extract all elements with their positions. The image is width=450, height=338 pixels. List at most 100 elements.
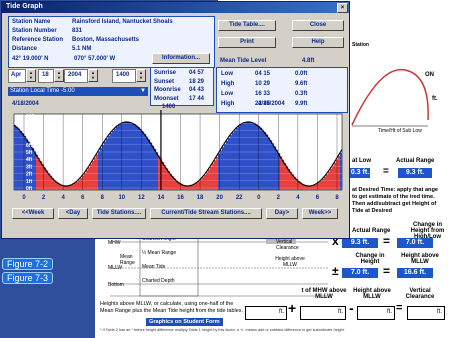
tide-time: 10 29 xyxy=(255,81,271,87)
value: 4.8ft xyxy=(302,58,315,64)
tide-fill xyxy=(210,166,213,190)
diagram-label: Vertical Clearance xyxy=(276,239,299,251)
label: Height above MLLW xyxy=(353,288,391,300)
tide-fill xyxy=(22,133,25,190)
nav-button[interactable]: <Day xyxy=(58,208,88,219)
tide-fill xyxy=(172,176,175,190)
tide-fill xyxy=(58,183,61,190)
label: Station xyxy=(352,42,369,48)
value: Rainsford Island, Nantucket Shoals xyxy=(72,19,173,25)
tide-curve xyxy=(13,121,343,187)
spinner[interactable]: ▲ ▼ xyxy=(136,69,146,82)
x-label: 22 xyxy=(236,195,243,201)
x-label: 16 xyxy=(177,195,184,201)
tide-fill xyxy=(154,148,157,190)
nav-button[interactable]: Current/Tide Stream Stations.... xyxy=(150,208,262,219)
tide-fill xyxy=(214,160,217,190)
y-label: 10ft xyxy=(26,114,35,120)
value: 9.3 xyxy=(350,239,361,246)
month-field[interactable]: Apr xyxy=(8,69,26,83)
tide-time: 22 45 xyxy=(255,101,271,107)
nav-button[interactable]: Tide Stations.... xyxy=(92,208,146,219)
tide-fill xyxy=(18,128,21,190)
tide-fill xyxy=(102,144,105,190)
tide-fill xyxy=(134,124,137,190)
day-field[interactable]: 18 xyxy=(38,69,54,83)
equals: = xyxy=(383,166,389,177)
tide-fill xyxy=(266,134,269,190)
spinner[interactable]: ▲ ▼ xyxy=(88,69,98,82)
tide-fill xyxy=(50,175,53,190)
tide-fill xyxy=(212,163,215,190)
tide-fill xyxy=(40,161,43,190)
button[interactable]: Print xyxy=(218,37,276,48)
close-x[interactable]: × xyxy=(337,3,348,13)
tide-fill xyxy=(72,184,75,190)
tide-fill xyxy=(166,168,169,190)
tide-fill xyxy=(184,185,187,190)
button[interactable]: Close xyxy=(292,20,344,31)
tide-fill xyxy=(32,148,35,190)
button[interactable]: Tide Table.... xyxy=(218,20,276,31)
tide-fill xyxy=(148,139,151,190)
unit: ft. xyxy=(362,169,370,176)
tide-fill xyxy=(88,167,91,190)
figure-button[interactable]: Figure 7-2 xyxy=(2,258,54,270)
x-label: 20 xyxy=(216,195,223,201)
tide-fill xyxy=(118,125,121,190)
tide-fill xyxy=(288,169,291,190)
label: Height above MLLW xyxy=(401,253,439,265)
info-button[interactable]: Information... xyxy=(152,53,210,64)
year-field[interactable]: 2004 xyxy=(64,69,88,83)
tide-fill xyxy=(312,185,315,190)
diagram-label: Charted Height xyxy=(142,236,176,242)
spinner[interactable]: ▲ ▼ xyxy=(26,69,36,82)
tide-fill xyxy=(332,165,335,190)
tide-fill xyxy=(174,178,177,190)
tide-fill xyxy=(198,181,201,190)
tide-fill xyxy=(78,179,81,190)
tide-fill xyxy=(54,180,57,190)
nav-button[interactable]: <<Week xyxy=(12,208,54,219)
x-label: 2 xyxy=(277,195,281,201)
sun-moon-label: Sunset xyxy=(154,78,175,85)
timezone-select[interactable]: Station Local Time -5.00 ▼ xyxy=(8,87,148,96)
nav-button[interactable]: Day> xyxy=(266,208,298,219)
input-box: ft. xyxy=(357,306,395,320)
tide-time: 04 15 xyxy=(255,71,271,77)
longitude: 070° 57.000' W xyxy=(74,56,116,62)
figure-button[interactable]: Figure 7-3 xyxy=(2,272,54,284)
tide-type: High xyxy=(221,81,235,87)
value: Apr xyxy=(11,72,22,78)
sun-moon-value: 04 43 xyxy=(189,87,205,93)
tide-fill xyxy=(156,152,159,190)
y-label: 8ft xyxy=(26,128,32,134)
sun-moon-label: Sunrise xyxy=(154,70,177,76)
tide-fill xyxy=(136,125,139,190)
value-box: 9.3 ft. xyxy=(398,168,432,178)
tide-fill xyxy=(326,174,329,190)
instructions: at Desired Time: apply that ange to get … xyxy=(352,187,439,214)
tide-fill xyxy=(26,138,29,190)
tide-fill xyxy=(228,137,231,190)
graphics-button[interactable]: Graphics on Student Form xyxy=(146,318,223,326)
unit: ft. xyxy=(337,309,343,315)
window-title: Tide Graph xyxy=(6,3,43,10)
spinner[interactable]: ▲ ▼ xyxy=(54,69,64,82)
x-label: 0 xyxy=(22,195,26,201)
tide-fill xyxy=(56,181,59,190)
nav-button[interactable]: Week>> xyxy=(302,208,338,219)
tide-fill xyxy=(222,147,225,190)
tide-fill xyxy=(242,123,245,190)
x-label: 0 xyxy=(257,195,261,201)
time-field[interactable]: 1400 xyxy=(112,69,136,83)
tide-fill xyxy=(264,132,267,190)
button[interactable]: Help xyxy=(292,37,344,48)
latitude: 42° 19.000' N xyxy=(12,56,49,62)
tide-fill xyxy=(178,182,181,190)
y-label: 5ft xyxy=(26,150,32,156)
tide-fill xyxy=(204,174,207,190)
diagram-label: Bottom xyxy=(108,282,124,288)
time-marker-label: 1400 xyxy=(162,104,176,110)
diagram-label: Height above MLLW xyxy=(275,256,305,268)
